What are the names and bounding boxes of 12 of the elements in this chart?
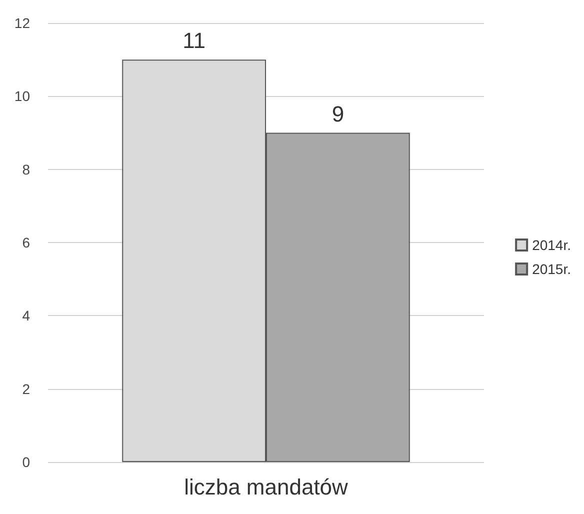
y-tick-label: 8	[22, 161, 30, 178]
y-tick-label: 12	[14, 15, 30, 31]
data-label: 11	[182, 28, 206, 54]
legend-label: 2015r.	[532, 261, 572, 277]
y-tick-label: 10	[14, 88, 30, 104]
y-tick-label: 2	[22, 380, 30, 397]
legend-label: 2014r.	[532, 237, 572, 253]
x-tick-label: liczba mandatów	[184, 474, 348, 500]
y-tick-label: 0	[22, 454, 30, 470]
y-tick-label: 4	[22, 308, 30, 324]
y-tick-label: 6	[22, 234, 30, 250]
data-label: 9	[332, 101, 344, 126]
